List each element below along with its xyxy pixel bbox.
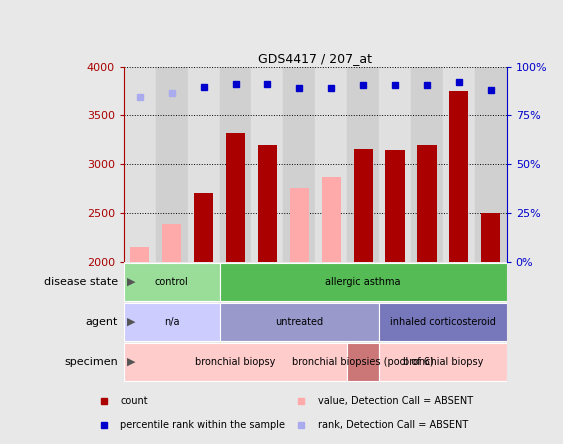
Bar <box>130 247 149 262</box>
Bar <box>379 343 507 381</box>
Text: ▶: ▶ <box>127 277 135 287</box>
Bar <box>290 188 309 262</box>
Title: GDS4417 / 207_at: GDS4417 / 207_at <box>258 52 372 65</box>
Bar <box>252 67 283 262</box>
Bar <box>220 263 507 301</box>
Text: n/a: n/a <box>164 317 180 327</box>
Bar <box>283 67 315 262</box>
Text: value, Detection Call = ABSENT: value, Detection Call = ABSENT <box>318 396 473 406</box>
Text: bronchial biopsies (pool of 6): bronchial biopsies (pool of 6) <box>292 357 434 367</box>
Bar <box>443 67 475 262</box>
Bar <box>379 303 507 341</box>
Bar <box>354 149 373 262</box>
Text: percentile rank within the sample: percentile rank within the sample <box>120 420 285 430</box>
Text: control: control <box>155 277 189 287</box>
Text: allergic asthma: allergic asthma <box>325 277 401 287</box>
Bar <box>315 67 347 262</box>
Text: agent: agent <box>86 317 118 327</box>
Bar <box>386 150 405 262</box>
Bar <box>347 343 379 381</box>
Bar <box>156 67 187 262</box>
Bar <box>411 67 443 262</box>
Text: disease state: disease state <box>44 277 118 287</box>
Bar <box>194 193 213 262</box>
Text: bronchial biopsy: bronchial biopsy <box>403 357 483 367</box>
Bar <box>220 67 252 262</box>
Bar <box>417 145 436 262</box>
Text: bronchial biopsy: bronchial biopsy <box>195 357 276 367</box>
Bar <box>124 303 220 341</box>
Bar <box>124 263 220 301</box>
Bar <box>124 343 347 381</box>
Text: ▶: ▶ <box>127 317 135 327</box>
Bar <box>226 133 245 262</box>
Bar <box>481 213 501 262</box>
Bar <box>321 177 341 262</box>
Bar <box>187 67 220 262</box>
Bar <box>449 91 468 262</box>
Bar <box>258 145 277 262</box>
Text: ▶: ▶ <box>127 357 135 367</box>
Bar <box>475 67 507 262</box>
Bar <box>347 67 379 262</box>
Bar <box>124 67 156 262</box>
Text: count: count <box>120 396 148 406</box>
Text: specimen: specimen <box>65 357 118 367</box>
Text: inhaled corticosteroid: inhaled corticosteroid <box>390 317 496 327</box>
Text: rank, Detection Call = ABSENT: rank, Detection Call = ABSENT <box>318 420 468 430</box>
Bar <box>220 303 379 341</box>
Text: untreated: untreated <box>275 317 323 327</box>
Bar <box>379 67 411 262</box>
Bar <box>162 224 181 262</box>
